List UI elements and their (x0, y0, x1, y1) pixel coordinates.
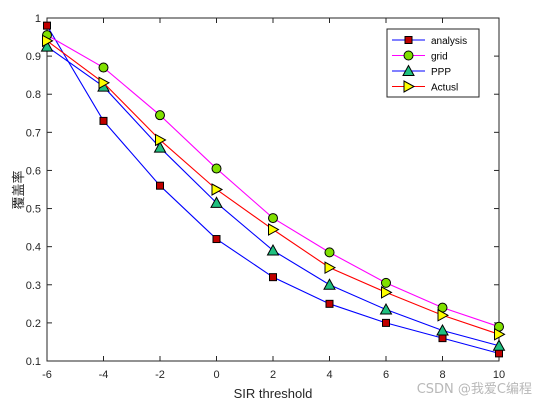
legend-marker (404, 36, 413, 44)
data-point (495, 349, 503, 358)
legend-label: Actusl (431, 83, 458, 94)
data-point (381, 277, 391, 288)
y-tick-label: 0.6 (26, 165, 41, 177)
x-tick-label: -6 (42, 369, 52, 381)
y-tick-label: 1 (35, 13, 41, 25)
x-tick-label: 6 (383, 369, 389, 381)
series-grid (42, 30, 504, 332)
legend: analysis grid PPP Actusl (386, 28, 480, 98)
data-point (381, 286, 393, 299)
data-point (98, 62, 109, 73)
series-ppp (40, 40, 506, 351)
data-point (268, 213, 278, 224)
data-point (98, 76, 111, 90)
data-point (210, 196, 223, 208)
data-point (438, 334, 447, 343)
x-axis-label: SIR threshold (234, 386, 313, 401)
data-point (325, 299, 334, 308)
x-tick-label: -4 (99, 369, 109, 381)
x-tick-label: 10 (493, 369, 505, 381)
data-point (211, 163, 222, 174)
x-tick-label: 0 (213, 369, 219, 381)
data-point (99, 116, 108, 125)
legend-marker (402, 64, 415, 76)
series-analysis (43, 21, 503, 358)
data-point (269, 273, 277, 282)
x-tick-label: 8 (439, 369, 445, 381)
y-tick-label: 0.3 (26, 280, 41, 292)
legend-marker (403, 50, 414, 61)
data-point (379, 303, 393, 315)
data-point (212, 235, 221, 244)
series-group (40, 21, 506, 358)
y-tick-label: 0.1 (26, 356, 41, 368)
data-point (494, 327, 506, 341)
data-point (211, 183, 224, 196)
watermark-text: CSDN @我爱C编程 (417, 382, 532, 397)
y-axis-label: 覆盖率 (11, 170, 26, 209)
data-point (324, 247, 335, 258)
data-point (156, 181, 164, 190)
data-point (382, 318, 390, 327)
legend-marker (403, 80, 416, 93)
y-tick-label: 0.7 (26, 127, 41, 139)
x-tick-label: -2 (155, 369, 165, 381)
data-point (155, 110, 165, 121)
legend-label: analysis (431, 36, 467, 47)
y-tick-label: 0.5 (26, 204, 41, 216)
x-tick-label: 2 (270, 369, 276, 381)
y-tick-label: 0.4 (26, 242, 41, 254)
y-tick-label: 0.8 (26, 89, 41, 101)
data-point (155, 133, 167, 147)
data-point (492, 339, 506, 351)
data-point (153, 141, 167, 153)
data-point (40, 40, 54, 52)
data-point (437, 308, 450, 322)
data-point (43, 21, 51, 30)
axis-ticks: -6 -4 -2 0 2 4 6 8 10 0.1 0.2 0.3 0.4 0.5 0.6 0.7 0.8 0.9… (26, 13, 505, 381)
data-point (323, 278, 336, 290)
y-tick-label: 0.9 (26, 51, 41, 63)
legend-label: grid (431, 52, 448, 63)
x-tick-label: 4 (326, 369, 332, 381)
data-point (266, 243, 280, 256)
y-tick-label: 0.2 (26, 318, 41, 330)
data-point (42, 34, 54, 48)
data-point (268, 223, 280, 236)
legend-label: PPP (431, 67, 451, 78)
data-point (324, 261, 337, 274)
series-actusl (42, 34, 506, 341)
data-point (436, 323, 449, 336)
